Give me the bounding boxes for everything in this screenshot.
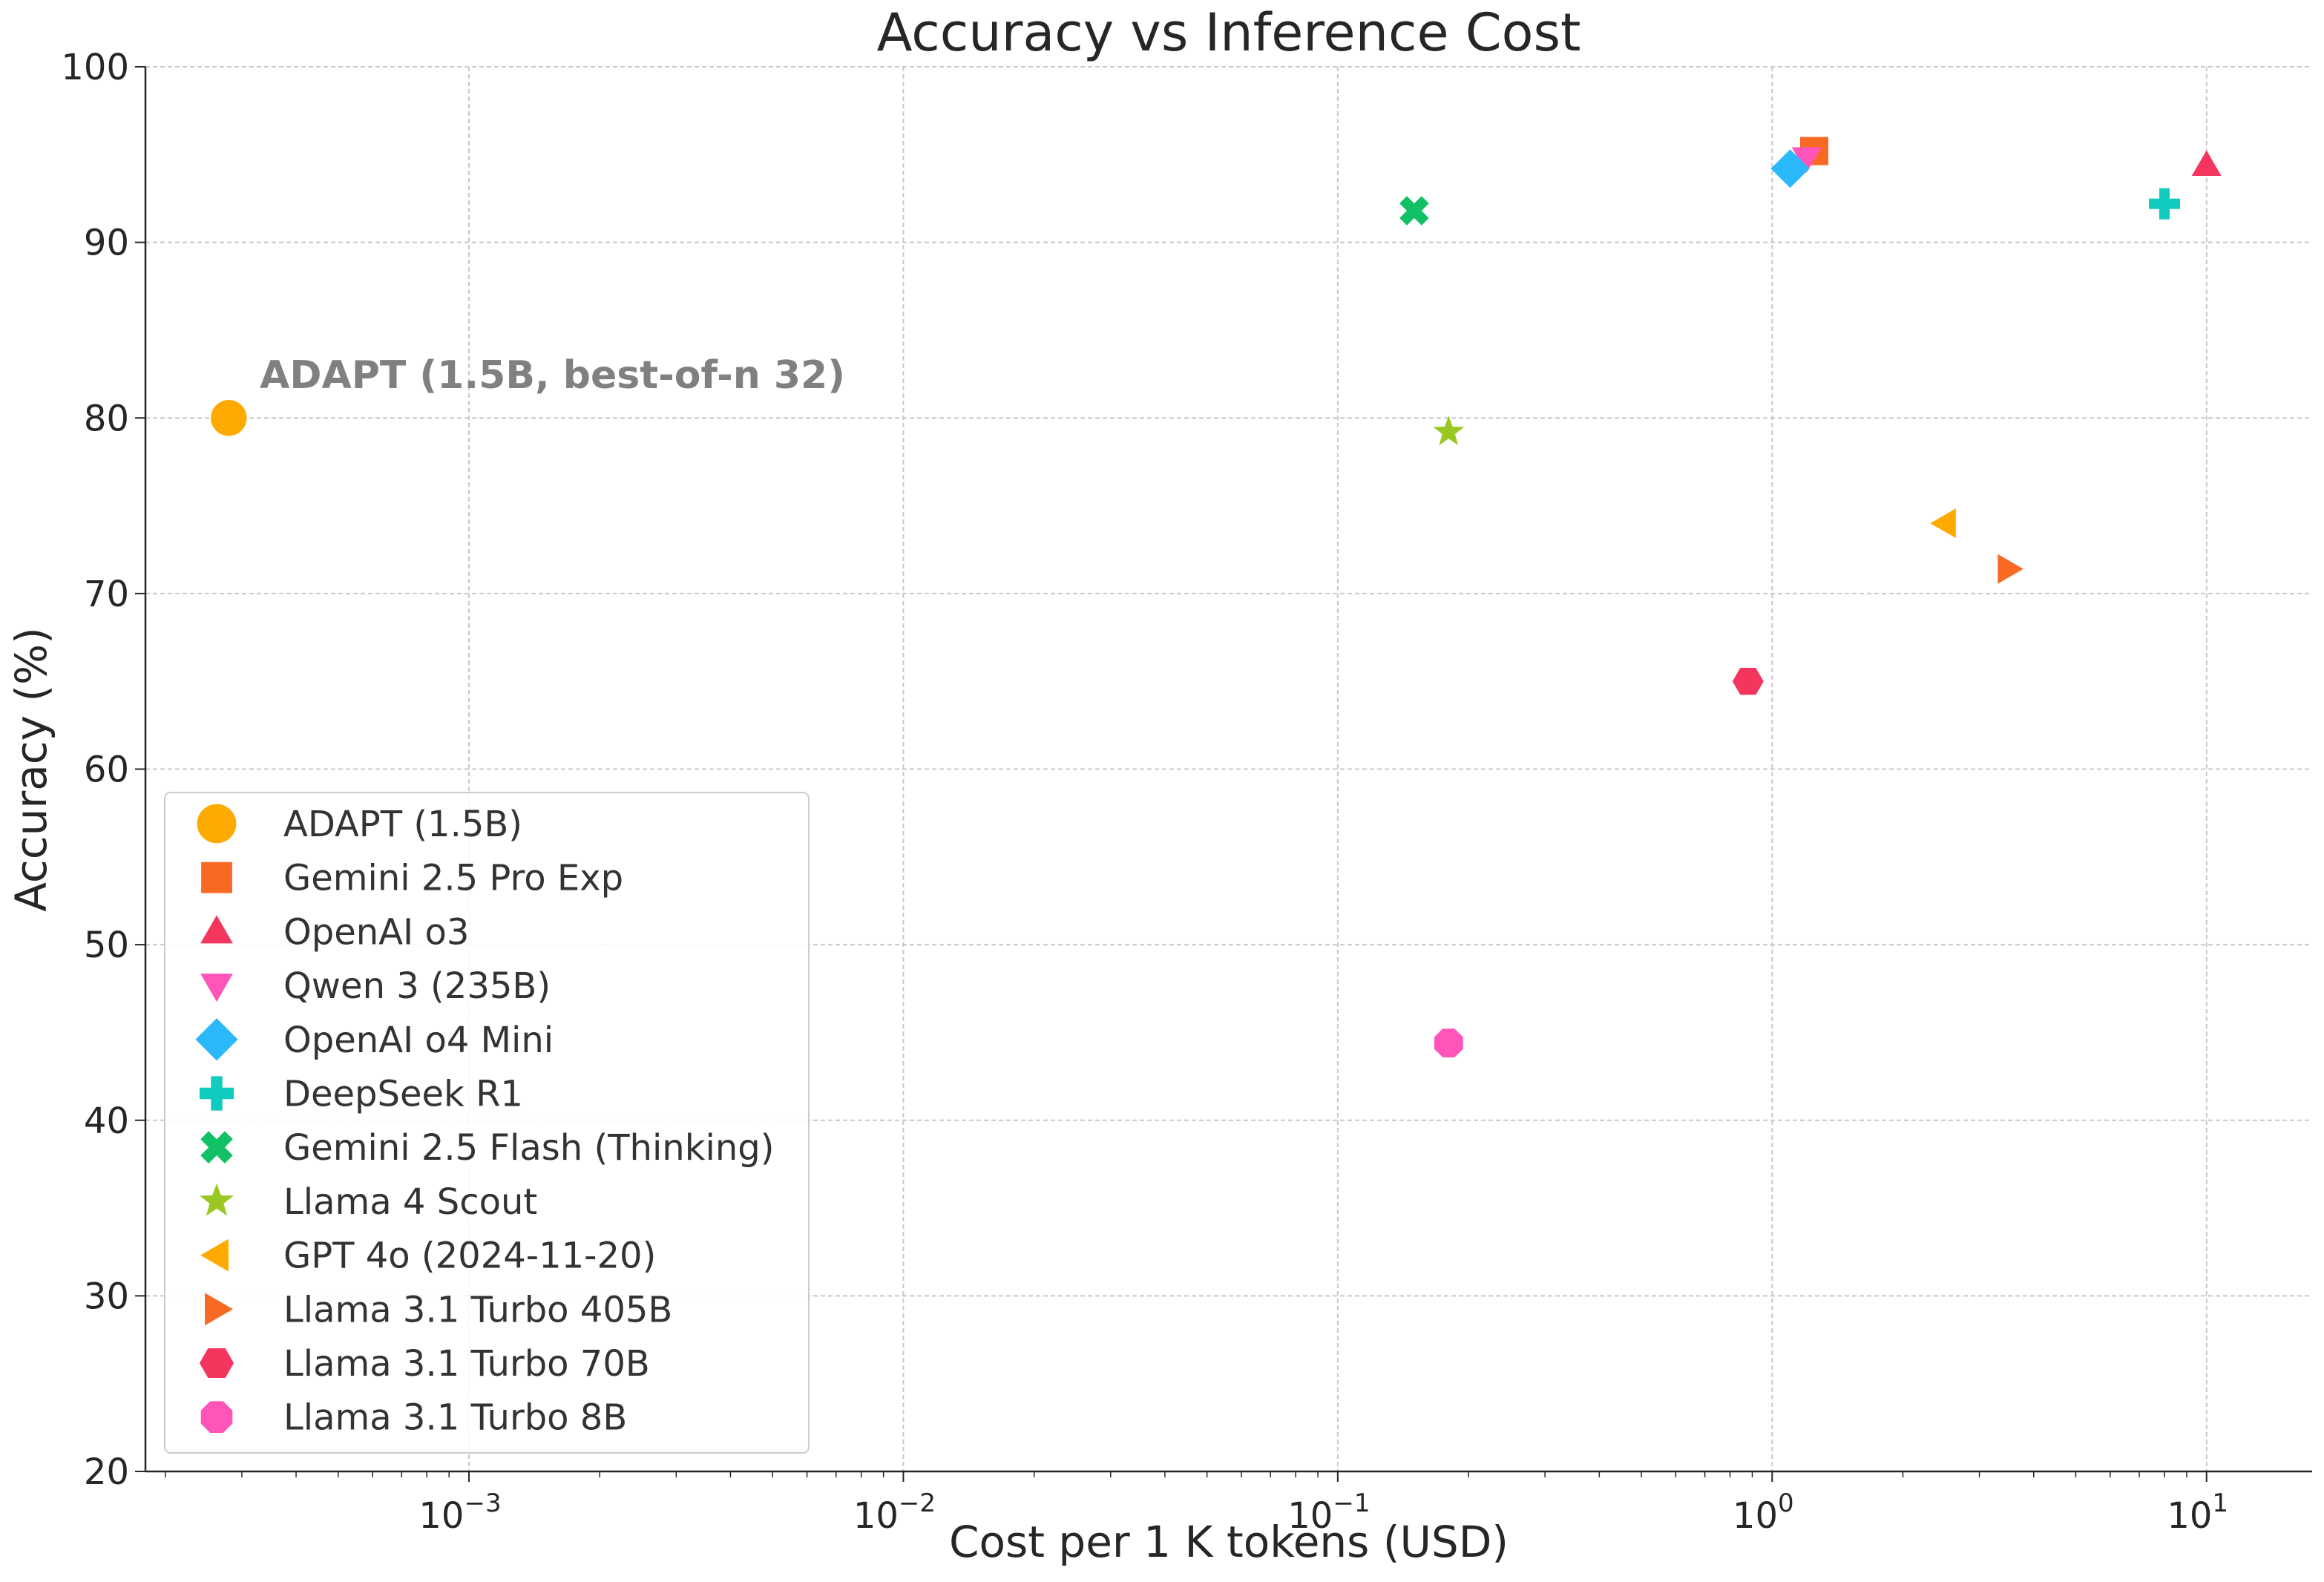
legend-label-gpt-4o-2024-11-20: GPT 4o (2024-11-20) [283, 1235, 656, 1277]
x-tick-label: 10−3 [418, 1489, 501, 1537]
x-tick-label: 10−2 [853, 1489, 936, 1537]
legend-marker-adapt-1-5b [197, 804, 237, 844]
y-axis-label: Accuracy (%) [6, 627, 56, 912]
legend-marker-llama-3-1-turbo-405b [205, 1293, 233, 1326]
adapt-annotation: ADAPT (1.5B, best-of-n 32) [260, 353, 845, 398]
legend-label-llama-3-1-turbo-70b: Llama 3.1 Turbo 70B [283, 1343, 650, 1385]
legend-marker-llama-4-scout [200, 1183, 234, 1216]
point-adapt-1-5b [211, 400, 247, 436]
x-tick-label: 10−1 [1287, 1489, 1370, 1537]
y-tick-label: 20 [84, 1451, 129, 1493]
legend-label-adapt-1-5b: ADAPT (1.5B) [283, 804, 522, 845]
legend-marker-llama-3-1-turbo-70b [199, 1348, 234, 1378]
y-tick-label: 40 [84, 1100, 129, 1142]
point-llama-4-scout [1433, 416, 1465, 445]
y-tick-label: 100 [61, 47, 129, 88]
legend-label-deepseek-r1: DeepSeek R1 [283, 1074, 523, 1115]
legend-label-openai-o4-mini: OpenAI o4 Mini [283, 1020, 554, 1061]
legend-label-llama-3-1-turbo-405b: Llama 3.1 Turbo 405B [283, 1289, 672, 1330]
legend-label-llama-4-scout: Llama 4 Scout [283, 1181, 537, 1223]
y-tick-label: 60 [84, 749, 129, 791]
legend-marker-gemini-2-5-flash-thinking [200, 1131, 233, 1163]
legend-marker-openai-o4-mini [195, 1018, 238, 1061]
legend-box [164, 792, 810, 1454]
legend-label-openai-o3: OpenAI o3 [283, 911, 469, 953]
x-tick-label: 100 [1733, 1489, 1794, 1537]
legend-marker-gemini-2-5-pro-exp [201, 861, 232, 893]
point-gpt-4o-2024-11-20 [1930, 508, 1956, 539]
point-qwen-3-235b [1791, 147, 1822, 173]
data-points [211, 137, 2222, 1057]
axes: 20 30 40 50 60 70 80 90 100 10−3 10−2 10−1 100 101 [61, 47, 2312, 1537]
x-axis-label: Cost per 1 K tokens (USD) [949, 1517, 1509, 1567]
x-tick-label: 101 [2167, 1489, 2228, 1537]
y-tick-label: 50 [84, 925, 129, 966]
legend-marker-deepseek-r1 [199, 1076, 234, 1111]
point-gemini-2-5-flash-thinking [1399, 196, 1429, 226]
legend-marker-llama-3-1-turbo-8b [200, 1401, 233, 1433]
legend: ADAPT (1.5B) Gemini 2.5 Pro Exp OpenAI o3 Q… [164, 792, 810, 1454]
legend-label-llama-3-1-turbo-8b: Llama 3.1 Turbo 8B [283, 1397, 627, 1439]
y-tick-label: 90 [84, 223, 129, 264]
point-openai-o4-mini [1770, 149, 1810, 188]
point-llama-3-1-turbo-405b [1998, 554, 2023, 584]
point-llama-3-1-turbo-70b [1732, 668, 1764, 695]
legend-label-gemini-2-5-flash-thinking: Gemini 2.5 Flash (Thinking) [283, 1127, 774, 1169]
legend-marker-qwen-3-235b [200, 974, 233, 1002]
point-deepseek-r1 [2149, 188, 2180, 220]
legend-label-gemini-2-5-pro-exp: Gemini 2.5 Pro Exp [283, 858, 623, 899]
legend-marker-openai-o3 [200, 915, 233, 944]
y-tick-label: 30 [84, 1276, 129, 1317]
y-tick-label: 80 [84, 398, 129, 439]
point-llama-3-1-turbo-8b [1434, 1028, 1463, 1057]
y-tick-label: 70 [84, 574, 129, 615]
point-openai-o3 [2191, 150, 2222, 176]
legend-label-qwen-3-235b: Qwen 3 (235B) [283, 965, 551, 1007]
legend-marker-gpt-4o-2024-11-20 [200, 1238, 229, 1272]
chart-title: Accuracy vs Inference Cost [877, 2, 1581, 63]
